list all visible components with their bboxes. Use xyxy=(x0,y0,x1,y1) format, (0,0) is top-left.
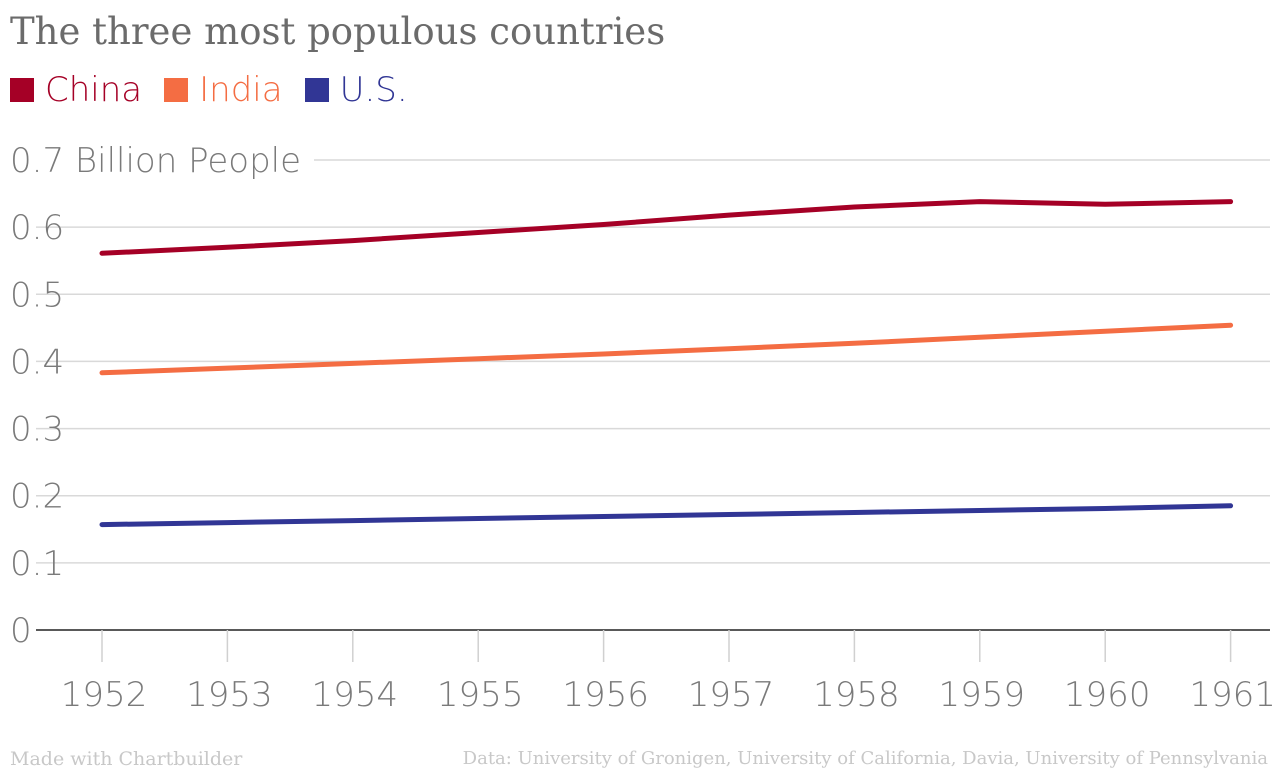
legend-item-india: India xyxy=(164,70,283,110)
x-tick-label: 1959 xyxy=(939,675,1026,715)
y-tick-label: 0.6 xyxy=(10,208,64,248)
series-line-china xyxy=(99,199,1234,256)
legend-label-india: India xyxy=(199,70,283,110)
legend-item-us: U.S. xyxy=(304,70,408,110)
series-line-india xyxy=(99,322,1234,376)
legend-label-china: China xyxy=(45,70,143,110)
legend-swatch-us xyxy=(304,78,329,102)
y-tick-label: 0.3 xyxy=(10,410,64,450)
legend-item-china: China xyxy=(10,70,142,110)
y-tick-label: 0.4 xyxy=(10,342,64,382)
y-tick-label: 0.2 xyxy=(10,477,64,517)
x-tick-label: 1961 xyxy=(1189,675,1276,715)
legend: China India U.S. xyxy=(10,68,430,112)
y-tick-label: 0.5 xyxy=(10,275,64,315)
x-tick-label: 1954 xyxy=(312,675,399,715)
x-tick-label: 1952 xyxy=(61,675,148,715)
legend-swatch-india xyxy=(164,78,189,102)
x-tick-label: 1957 xyxy=(688,675,775,715)
y-tick-label: 0 xyxy=(10,611,32,651)
legend-swatch-china xyxy=(10,78,34,102)
x-tick-label: 1958 xyxy=(813,675,900,715)
series-line-us xyxy=(99,503,1234,528)
chart-title: The three most populous countries xyxy=(10,10,666,53)
x-tick-label: 1956 xyxy=(562,675,649,715)
x-tick-label: 1960 xyxy=(1064,675,1151,715)
legend-label-us: U.S. xyxy=(339,70,408,110)
footer-source: Data: University of Gronigen, University… xyxy=(462,748,1268,769)
y-tick-label: 0.1 xyxy=(10,544,64,584)
y-tick-label: 0.7 Billion People xyxy=(10,141,301,181)
x-tick-label: 1955 xyxy=(437,675,524,715)
footer-credit: Made with Chartbuilder xyxy=(10,748,243,770)
x-tick-label: 1953 xyxy=(186,675,273,715)
